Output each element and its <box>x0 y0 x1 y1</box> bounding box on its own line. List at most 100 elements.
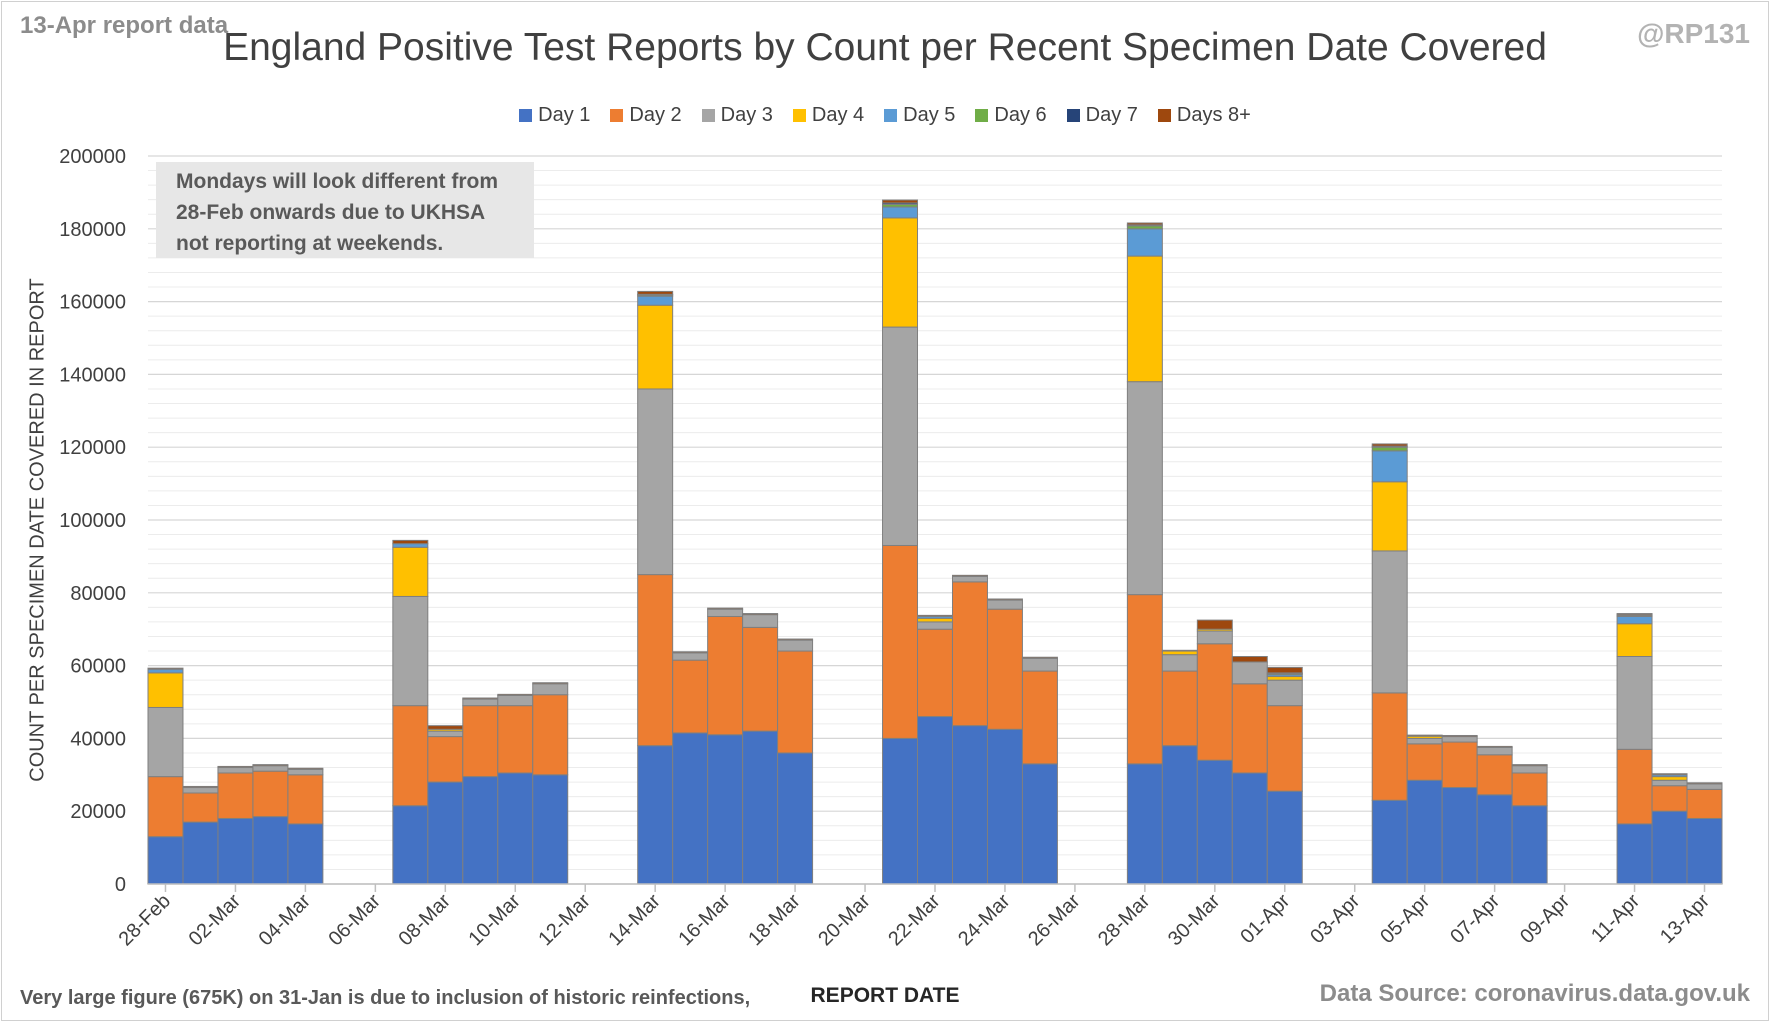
bar-segment <box>1161 670 1198 747</box>
bar-segment <box>1161 745 1198 885</box>
bar-segment <box>637 388 674 576</box>
bar-segment <box>882 206 919 219</box>
bar-segment <box>1616 623 1653 657</box>
y-tick-label: 40000 <box>70 728 126 750</box>
y-tick-label: 180000 <box>59 219 126 241</box>
legend-swatch <box>1157 109 1171 122</box>
bar-segment <box>951 725 988 885</box>
bar-segment <box>287 774 324 825</box>
bar-segment <box>462 776 499 885</box>
legend-label: Day 2 <box>629 104 682 126</box>
bar-segment <box>707 734 744 885</box>
bar-segment <box>1161 654 1198 672</box>
bar-segment <box>1266 705 1303 792</box>
bar-segment <box>532 774 569 885</box>
bar-segment <box>1441 736 1478 743</box>
bar-segment <box>1266 790 1303 885</box>
bar-segment <box>147 836 184 885</box>
author-handle: @RP131 <box>1637 18 1750 49</box>
bar-segment <box>1511 765 1548 774</box>
bar-segment <box>532 683 569 696</box>
bar-segment <box>147 776 184 838</box>
y-tick-label: 80000 <box>70 583 126 605</box>
annotation-line: Mondays will look different from <box>176 170 499 193</box>
bar-segment <box>777 752 814 885</box>
bar-segment <box>147 672 184 708</box>
bar-segment <box>917 621 953 630</box>
bar-segment <box>742 730 779 885</box>
y-tick-label: 200000 <box>59 146 126 168</box>
data-source: Data Source: coronavirus.data.gov.uk <box>1319 980 1750 1007</box>
y-tick-label: 120000 <box>59 437 126 459</box>
bar-segment <box>777 650 814 754</box>
y-tick-label: 0 <box>115 874 126 896</box>
bar-segment <box>217 767 254 774</box>
bar-segment <box>532 682 569 685</box>
x-tick-label: 24-Mar <box>954 890 1015 951</box>
bar-segment <box>532 694 569 776</box>
bar-segment <box>1126 381 1163 596</box>
bar-segment <box>1511 764 1548 767</box>
x-tick-label: 05-Apr <box>1376 890 1434 948</box>
bar-segment <box>1476 754 1513 796</box>
bar-segment <box>1266 679 1303 707</box>
x-tick-label: 26-Mar <box>1024 890 1085 951</box>
bar-segment <box>1371 692 1408 801</box>
annotation-box: Mondays will look different from 28-Feb … <box>156 162 534 258</box>
legend-item: Day 4 <box>792 104 864 127</box>
bar-segment <box>882 217 919 328</box>
legend-label: Day 3 <box>720 104 773 126</box>
bar-segment <box>742 626 779 732</box>
bar-segment <box>497 705 534 774</box>
bar-segment <box>637 745 674 885</box>
x-tick-label: 02-Mar <box>185 890 246 951</box>
report-date-label: 13-Apr report data <box>20 12 229 39</box>
legend-label: Day 1 <box>538 104 591 126</box>
bar-segment <box>1616 656 1653 750</box>
bar-segment <box>882 326 919 546</box>
bar-segment <box>1231 772 1268 885</box>
x-tick-label: 10-Mar <box>464 890 525 951</box>
bar-segment <box>1371 550 1408 694</box>
bar-segment <box>1161 650 1198 656</box>
bar-segment <box>462 705 499 778</box>
legend-swatch <box>975 109 989 122</box>
bar-segment <box>777 638 814 641</box>
bar-segment <box>1476 745 1513 749</box>
y-axis-label: COUNT PER SPECIMEN DATE COVERED IN REPOR… <box>26 278 49 782</box>
bar-segment <box>1686 817 1723 885</box>
legend-label: Day 5 <box>903 104 956 126</box>
bar-segment <box>1021 670 1058 765</box>
bar-segment <box>1441 787 1478 885</box>
legend-swatch <box>1066 109 1080 122</box>
bar-segment <box>287 823 324 885</box>
bar-segment <box>951 581 988 727</box>
bar-segment <box>707 608 744 617</box>
bar-segment <box>672 651 709 654</box>
bar-segment <box>427 730 464 738</box>
bar-segment <box>1126 228 1163 257</box>
x-tick-label: 16-Mar <box>674 890 735 951</box>
bar-segment <box>986 728 1023 885</box>
legend-item: Day 1 <box>519 104 590 127</box>
bar-segment <box>182 787 219 794</box>
legend-swatch <box>519 109 533 122</box>
bar-segment <box>1371 443 1408 447</box>
bar-segment <box>637 574 674 747</box>
bar-segment <box>1441 741 1478 789</box>
legend-swatch <box>792 109 806 122</box>
legend-label: Day 7 <box>1085 104 1138 126</box>
x-axis-label: REPORT DATE <box>810 984 960 1007</box>
bar-segment <box>1406 737 1443 745</box>
x-tick-label: 20-Mar <box>814 890 875 951</box>
annotation-line: 28-Feb onwards due to UKHSA <box>176 201 486 224</box>
legend-swatch <box>884 109 898 122</box>
bar-segment <box>986 599 1023 610</box>
bar-segment <box>1651 785 1688 812</box>
bar-segment <box>1511 805 1548 885</box>
chart-title: England Positive Test Reports by Count p… <box>223 26 1547 69</box>
x-tick-label: 28-Feb <box>115 890 175 950</box>
bar-segment <box>672 659 709 734</box>
x-tick-label: 28-Mar <box>1094 890 1155 951</box>
bar-segment <box>252 764 289 767</box>
